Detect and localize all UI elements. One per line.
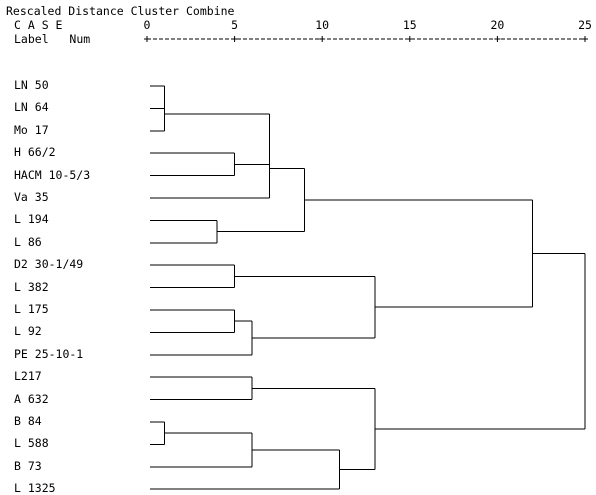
leaf-label: L 92: [14, 324, 42, 339]
tick-label-20: 20: [490, 18, 505, 32]
leaf-label: H 66/2: [14, 145, 56, 160]
leaf-label: B 73: [14, 458, 42, 473]
leaf-label: L 194: [14, 212, 49, 227]
leaf-label: L 175: [14, 302, 49, 316]
case-header: C A S E: [14, 18, 63, 32]
label-header: Label Num: [14, 32, 90, 46]
leaf-label: HACM 10-5/3: [14, 167, 91, 182]
num-label: Num: [69, 32, 91, 46]
label-label: Label: [14, 32, 49, 46]
leaf-label: L217: [14, 369, 42, 384]
distance-ruler: [144, 36, 588, 42]
tick-label-25: 25: [578, 18, 592, 32]
leaf-label: Mo 17: [14, 122, 49, 137]
leaf-label: A 632: [14, 391, 49, 406]
leaf-label: L 588: [14, 436, 49, 451]
leaf-label: L 382: [14, 279, 49, 294]
tick-label-5: 5: [231, 18, 239, 32]
leaf-label: PE 25-10-1: [14, 346, 84, 361]
leaf-label: L 1325: [14, 481, 56, 495]
leaf-label: LN 64: [14, 100, 49, 115]
chart-title: Rescaled Distance Cluster Combine: [6, 4, 235, 18]
leaf-label: LN 50: [14, 78, 49, 92]
tick-label-0: 0: [143, 18, 151, 32]
leaf-label: Va 35: [14, 190, 49, 204]
tick-label-15: 15: [402, 18, 417, 32]
leaf-label: B 84: [14, 414, 42, 428]
leaf-label: L 86: [14, 234, 42, 249]
leaf-label: D2 30-1/49: [14, 257, 84, 272]
tick-label-10: 10: [315, 18, 330, 32]
